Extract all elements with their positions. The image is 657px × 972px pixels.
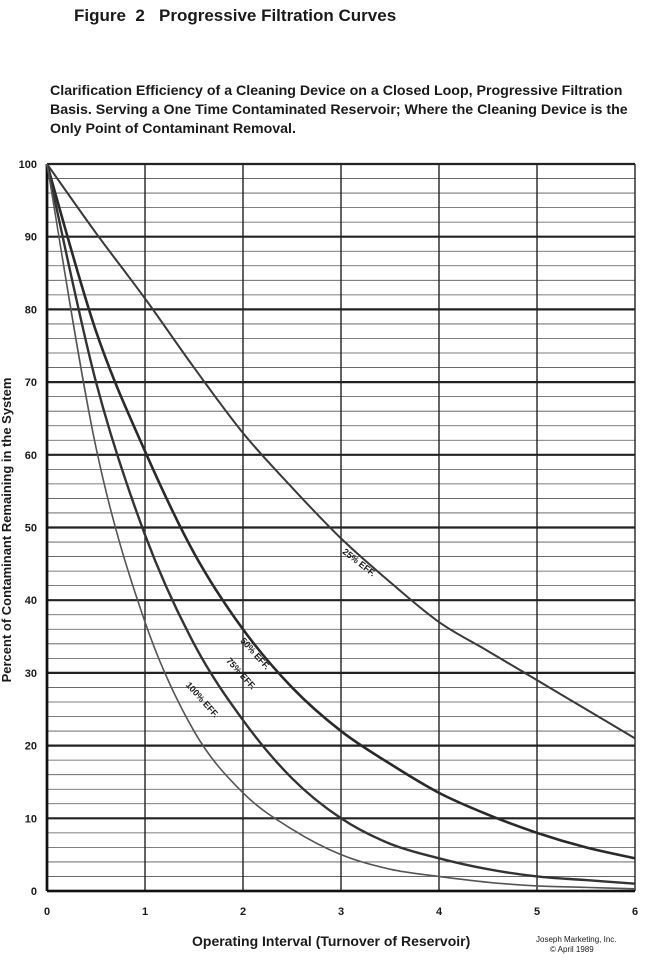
y-tick-label: 60 [25, 450, 37, 462]
y-tick-label: 50 [25, 523, 37, 535]
x-tick-label: 5 [534, 906, 540, 918]
chart-subtitle: Clarification Efficiency of a Cleaning D… [50, 83, 628, 137]
x-tick-label: 0 [44, 906, 50, 918]
y-tick-label: 30 [25, 668, 37, 680]
credit-note: Joseph Marketing, Inc. © April 1989 [536, 935, 616, 955]
y-tick-label: 70 [25, 377, 37, 389]
x-tick-label: 3 [338, 906, 344, 918]
credit-company: Joseph Marketing, Inc. [536, 935, 617, 944]
series-line [46, 163, 636, 740]
y-axis-label: Percent of Contaminant Remaining in the … [0, 377, 14, 683]
x-axis-label: Operating Interval (Turnover of Reservoi… [192, 933, 471, 949]
y-tick-label: 10 [25, 813, 37, 825]
y-tick-label: 0 [31, 886, 37, 898]
x-tick-label: 1 [142, 906, 148, 918]
series-line [45, 163, 636, 860]
x-tick-label: 4 [436, 906, 443, 918]
y-tick-label: 20 [25, 741, 37, 753]
series-line [46, 163, 636, 890]
series-line [45, 163, 636, 885]
series-label: 25% EFF. [341, 546, 378, 578]
y-tick-label: 80 [25, 304, 37, 316]
y-tick-label: 100 [19, 159, 37, 171]
x-tick-label: 2 [240, 906, 246, 918]
figure-title: Figure 2 Progressive Filtration Curves [74, 6, 397, 25]
series-label: 100% EFF. [184, 680, 221, 719]
y-tick-label: 40 [25, 595, 37, 607]
y-tick-label: 90 [25, 232, 37, 244]
x-tick-label: 6 [632, 906, 638, 918]
credit-date: © April 1989 [550, 945, 594, 954]
